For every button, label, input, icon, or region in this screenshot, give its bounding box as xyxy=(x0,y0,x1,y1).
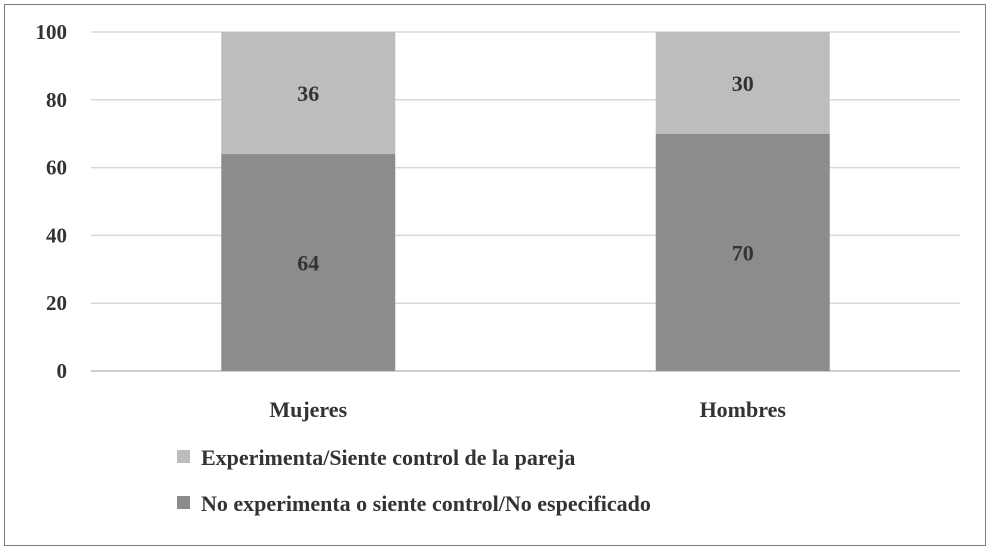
x-axis: Mujeres Hombres xyxy=(269,397,786,422)
bar-segment xyxy=(655,32,830,134)
y-tick-label: 40 xyxy=(46,223,67,247)
chart-frame: 0 20 40 60 80 100 64 36 70 30 Mujeres Hombres Exp… xyxy=(4,4,986,546)
stacked-bar-chart: 0 20 40 60 80 100 64 36 70 30 Mujeres Hombres Exp… xyxy=(36,20,960,516)
y-tick-label: 0 xyxy=(57,359,68,383)
y-tick-label: 100 xyxy=(36,20,68,44)
x-category-label: Hombres xyxy=(700,397,787,422)
bar-segment xyxy=(655,133,830,371)
y-tick-label: 60 xyxy=(46,156,67,180)
data-label: 64 xyxy=(297,251,319,276)
legend-swatch xyxy=(177,496,190,509)
data-label: 36 xyxy=(297,81,319,106)
y-axis: 0 20 40 60 80 100 xyxy=(36,20,68,383)
bar-segment xyxy=(221,154,396,371)
legend-entry: Experimenta/Siente control de la pareja xyxy=(201,445,575,470)
legend-swatch xyxy=(177,450,190,463)
x-category-label: Mujeres xyxy=(269,397,347,422)
y-tick-label: 80 xyxy=(46,88,67,112)
bar-segment xyxy=(221,32,396,155)
legend: Experimenta/Siente control de la pareja N… xyxy=(177,445,651,516)
bars xyxy=(221,32,830,371)
y-tick-label: 20 xyxy=(46,291,67,315)
legend-entry: No experimenta o siente control/No espec… xyxy=(201,491,651,516)
data-label: 70 xyxy=(732,240,754,265)
data-label: 30 xyxy=(732,71,754,96)
data-labels: 64 36 70 30 xyxy=(297,71,754,276)
